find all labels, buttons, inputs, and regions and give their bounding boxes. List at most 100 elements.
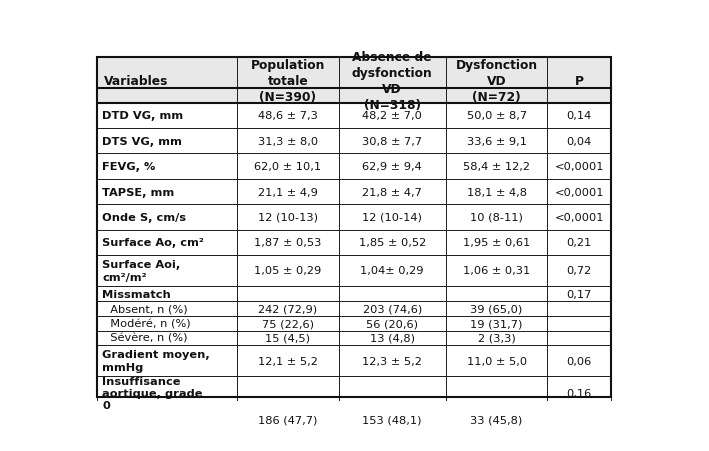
Bar [97, 58, 237, 103]
Text: 62,0 ± 10,1: 62,0 ± 10,1 [255, 162, 321, 172]
Bar [446, 302, 547, 316]
Text: 56 (20,6): 56 (20,6) [367, 318, 418, 329]
Bar [97, 103, 237, 129]
Bar [547, 230, 610, 256]
Text: Insuffisance
aortique, grade
0: Insuffisance aortique, grade 0 [102, 376, 203, 410]
Bar [339, 230, 446, 256]
Text: DTD VG, mm: DTD VG, mm [102, 111, 184, 121]
Bar [237, 58, 339, 103]
Text: Variables: Variables [104, 74, 168, 87]
Text: 33,6 ± 9,1: 33,6 ± 9,1 [467, 137, 527, 147]
Bar [446, 256, 547, 286]
Text: DTS VG, mm: DTS VG, mm [102, 137, 182, 147]
Bar [547, 316, 610, 331]
Bar [446, 316, 547, 331]
Bar [339, 410, 446, 428]
Text: 48,6 ± 7,3: 48,6 ± 7,3 [258, 111, 318, 121]
Bar [446, 103, 547, 129]
Bar [339, 205, 446, 230]
Bar [237, 179, 339, 205]
Bar [339, 256, 446, 286]
Bar [237, 376, 339, 410]
Bar [97, 302, 237, 316]
Bar [547, 302, 610, 316]
Bar [446, 58, 547, 103]
Bar [339, 129, 446, 154]
Text: 18,1 ± 4,8: 18,1 ± 4,8 [467, 187, 527, 197]
Bar [547, 129, 610, 154]
Text: Surface Ao, cm²: Surface Ao, cm² [102, 238, 204, 248]
Text: 58,4 ± 12,2: 58,4 ± 12,2 [463, 162, 530, 172]
Bar [97, 316, 237, 331]
Bar [237, 179, 339, 205]
Text: 153 (48,1): 153 (48,1) [362, 414, 422, 424]
Bar [237, 410, 339, 428]
Bar [97, 316, 237, 331]
Text: 242 (72,9): 242 (72,9) [258, 304, 318, 314]
Bar [339, 205, 446, 230]
Bar [97, 286, 237, 302]
Text: 1,95 ± 0,61: 1,95 ± 0,61 [463, 238, 530, 248]
Bar [446, 256, 547, 286]
Bar [339, 376, 446, 410]
Bar [339, 103, 446, 129]
Bar [97, 410, 237, 428]
Bar [97, 129, 237, 154]
Bar [97, 230, 237, 256]
Bar [446, 154, 547, 179]
Bar [446, 205, 547, 230]
Bar [237, 205, 339, 230]
Bar [237, 302, 339, 316]
Bar [446, 129, 547, 154]
Text: 12,3 ± 5,2: 12,3 ± 5,2 [362, 356, 422, 366]
Bar [547, 103, 610, 129]
Bar [237, 205, 339, 230]
Bar [547, 331, 610, 345]
Text: Dysfonction
VD
(N=72): Dysfonction VD (N=72) [456, 59, 537, 103]
Text: 33 (45,8): 33 (45,8) [471, 414, 523, 424]
Bar [547, 286, 610, 302]
Text: 1,06 ± 0,31: 1,06 ± 0,31 [463, 266, 530, 276]
Bar [547, 410, 610, 428]
Text: Modéré, n (%): Modéré, n (%) [104, 318, 191, 329]
Bar [237, 345, 339, 376]
Text: Sévère, n (%): Sévère, n (%) [104, 333, 188, 343]
Text: 203 (74,6): 203 (74,6) [362, 304, 422, 314]
Bar [97, 376, 237, 410]
Bar [446, 331, 547, 345]
Bar [97, 302, 237, 316]
Bar [97, 410, 237, 428]
Bar [339, 376, 446, 410]
Bar [547, 331, 610, 345]
Bar [339, 179, 446, 205]
Bar [547, 410, 610, 428]
Bar [547, 58, 610, 103]
Bar [97, 205, 237, 230]
Bar [446, 286, 547, 302]
Text: 21,8 ± 4,7: 21,8 ± 4,7 [362, 187, 422, 197]
Bar [446, 345, 547, 376]
Text: 75 (22,6): 75 (22,6) [262, 318, 314, 329]
Text: Absent, n (%): Absent, n (%) [104, 304, 188, 314]
Text: 31,3 ± 8,0: 31,3 ± 8,0 [258, 137, 318, 147]
Bar [446, 410, 547, 428]
Text: 0,06: 0,06 [566, 356, 591, 366]
Bar [547, 302, 610, 316]
Bar [547, 205, 610, 230]
Text: 50,0 ± 8,7: 50,0 ± 8,7 [467, 111, 527, 121]
Bar [446, 286, 547, 302]
Bar [237, 103, 339, 129]
Bar [547, 179, 610, 205]
Text: 19 (31,7): 19 (31,7) [471, 318, 523, 329]
Bar [547, 316, 610, 331]
Text: 0,04: 0,04 [566, 137, 591, 147]
Text: Population
totale
(N=390): Population totale (N=390) [250, 59, 325, 103]
Bar [446, 154, 547, 179]
Bar [547, 58, 610, 103]
Bar [446, 316, 547, 331]
Text: TAPSE, mm: TAPSE, mm [102, 187, 174, 197]
Bar [339, 410, 446, 428]
Bar [97, 179, 237, 205]
Bar [237, 376, 339, 410]
Bar [547, 345, 610, 376]
